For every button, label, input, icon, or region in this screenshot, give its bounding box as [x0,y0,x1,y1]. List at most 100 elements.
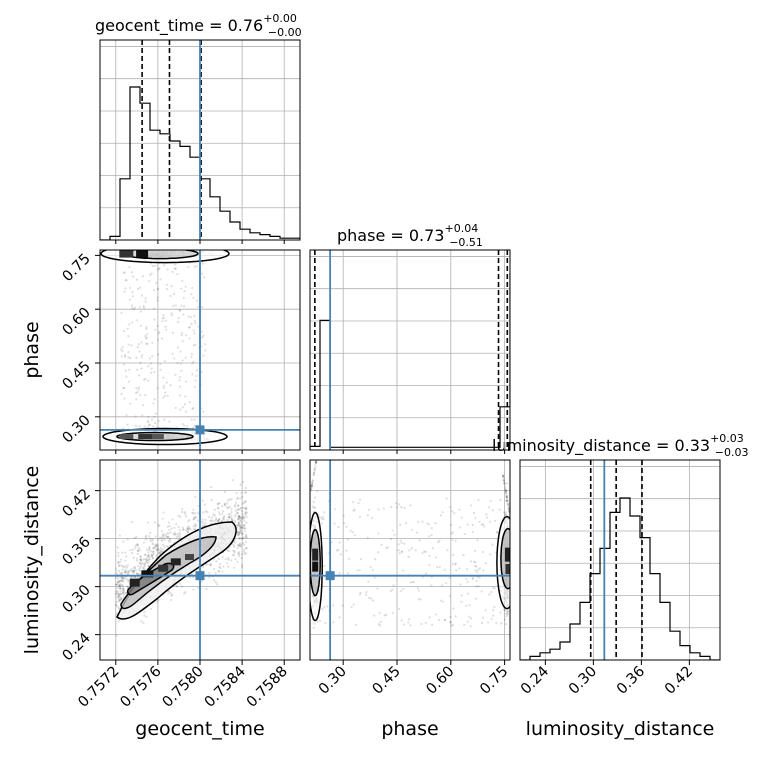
density-cell [119,434,134,440]
sample-point [179,515,182,518]
sample-point [156,324,159,328]
sample-point [158,267,161,271]
sample-point [115,592,119,595]
sample-point [141,414,144,417]
sample-point [238,508,241,511]
sample-point [135,356,138,359]
sample-point [183,592,186,595]
sample-point [242,542,245,545]
sample-point [506,611,509,614]
sample-point [440,584,444,587]
sample-point [204,518,207,521]
sample-point [177,525,180,529]
sample-point [122,577,125,580]
sample-point [317,451,319,453]
sample-point [120,596,123,599]
panel-frame [519,459,721,661]
sample-point [237,504,240,507]
sample-point [217,557,220,560]
sample-point [118,560,122,564]
sample-point [419,598,422,601]
sample-point [178,531,181,534]
sample-point [194,516,198,519]
sample-point [161,550,164,554]
sample-point [243,527,246,530]
sample-point [178,379,181,382]
sample-point [178,375,181,379]
sample-point [139,558,142,561]
sample-point [197,519,200,522]
sample-point [506,499,509,502]
sample-point [139,393,142,397]
sample-point [129,569,132,572]
sample-point [183,510,186,514]
sample-point [120,592,123,595]
sample-point [195,299,199,302]
sample-point [244,491,247,494]
xtick-label-luminosity_distance: 0.30 [566,664,600,698]
sample-point [436,566,439,569]
sample-point [180,304,183,307]
sample-point [242,527,245,530]
sample-point [159,546,162,550]
sample-point [121,346,124,349]
sample-point [237,533,240,536]
sample-point [128,368,131,371]
title-phase-minus: −0.51 [449,236,483,249]
sample-point [316,457,318,459]
sample-point [159,550,163,553]
sample-point [310,485,313,488]
sample-point [130,568,133,571]
sample-point [142,378,146,381]
sample-point [152,289,156,292]
sample-point [358,593,361,596]
sample-point [503,513,507,517]
sample-point [245,521,248,524]
sample-point [163,264,166,267]
sample-point [238,522,241,526]
sample-point [124,568,127,572]
sample-point [489,499,492,502]
sample-point [123,397,126,400]
sample-point [313,471,316,474]
sample-point [214,520,217,523]
sample-point [152,543,155,546]
sample-point [145,342,148,346]
sample-point [201,499,204,502]
sample-point [171,331,175,334]
sample-point [221,570,224,573]
sample-point [201,521,204,524]
sample-point [148,423,151,426]
sample-point [121,583,124,587]
sample-point [400,551,404,554]
sample-point [144,377,147,380]
sample-point [345,525,348,528]
sample-point [197,511,200,514]
sample-point [471,576,475,579]
sample-point [181,423,184,426]
sample-point [139,555,142,558]
sample-point [323,565,326,568]
sample-point [505,482,509,485]
sample-point [201,262,205,265]
sample-point [118,584,121,587]
sample-point [200,330,203,333]
sample-point [187,528,190,531]
sample-point [320,517,324,520]
sample-point [204,521,207,525]
sample-point [148,561,151,564]
sample-point [192,525,195,528]
sample-point [238,537,241,540]
sample-point [118,597,121,600]
sample-point [169,294,172,298]
sample-point [154,535,157,538]
density-cell [138,434,153,440]
sample-point [138,286,142,289]
sample-point [192,512,195,515]
sample-point [136,543,139,546]
sample-point [505,496,508,499]
sample-point [210,498,213,501]
sample-point [153,546,156,549]
sample-point [411,581,414,584]
